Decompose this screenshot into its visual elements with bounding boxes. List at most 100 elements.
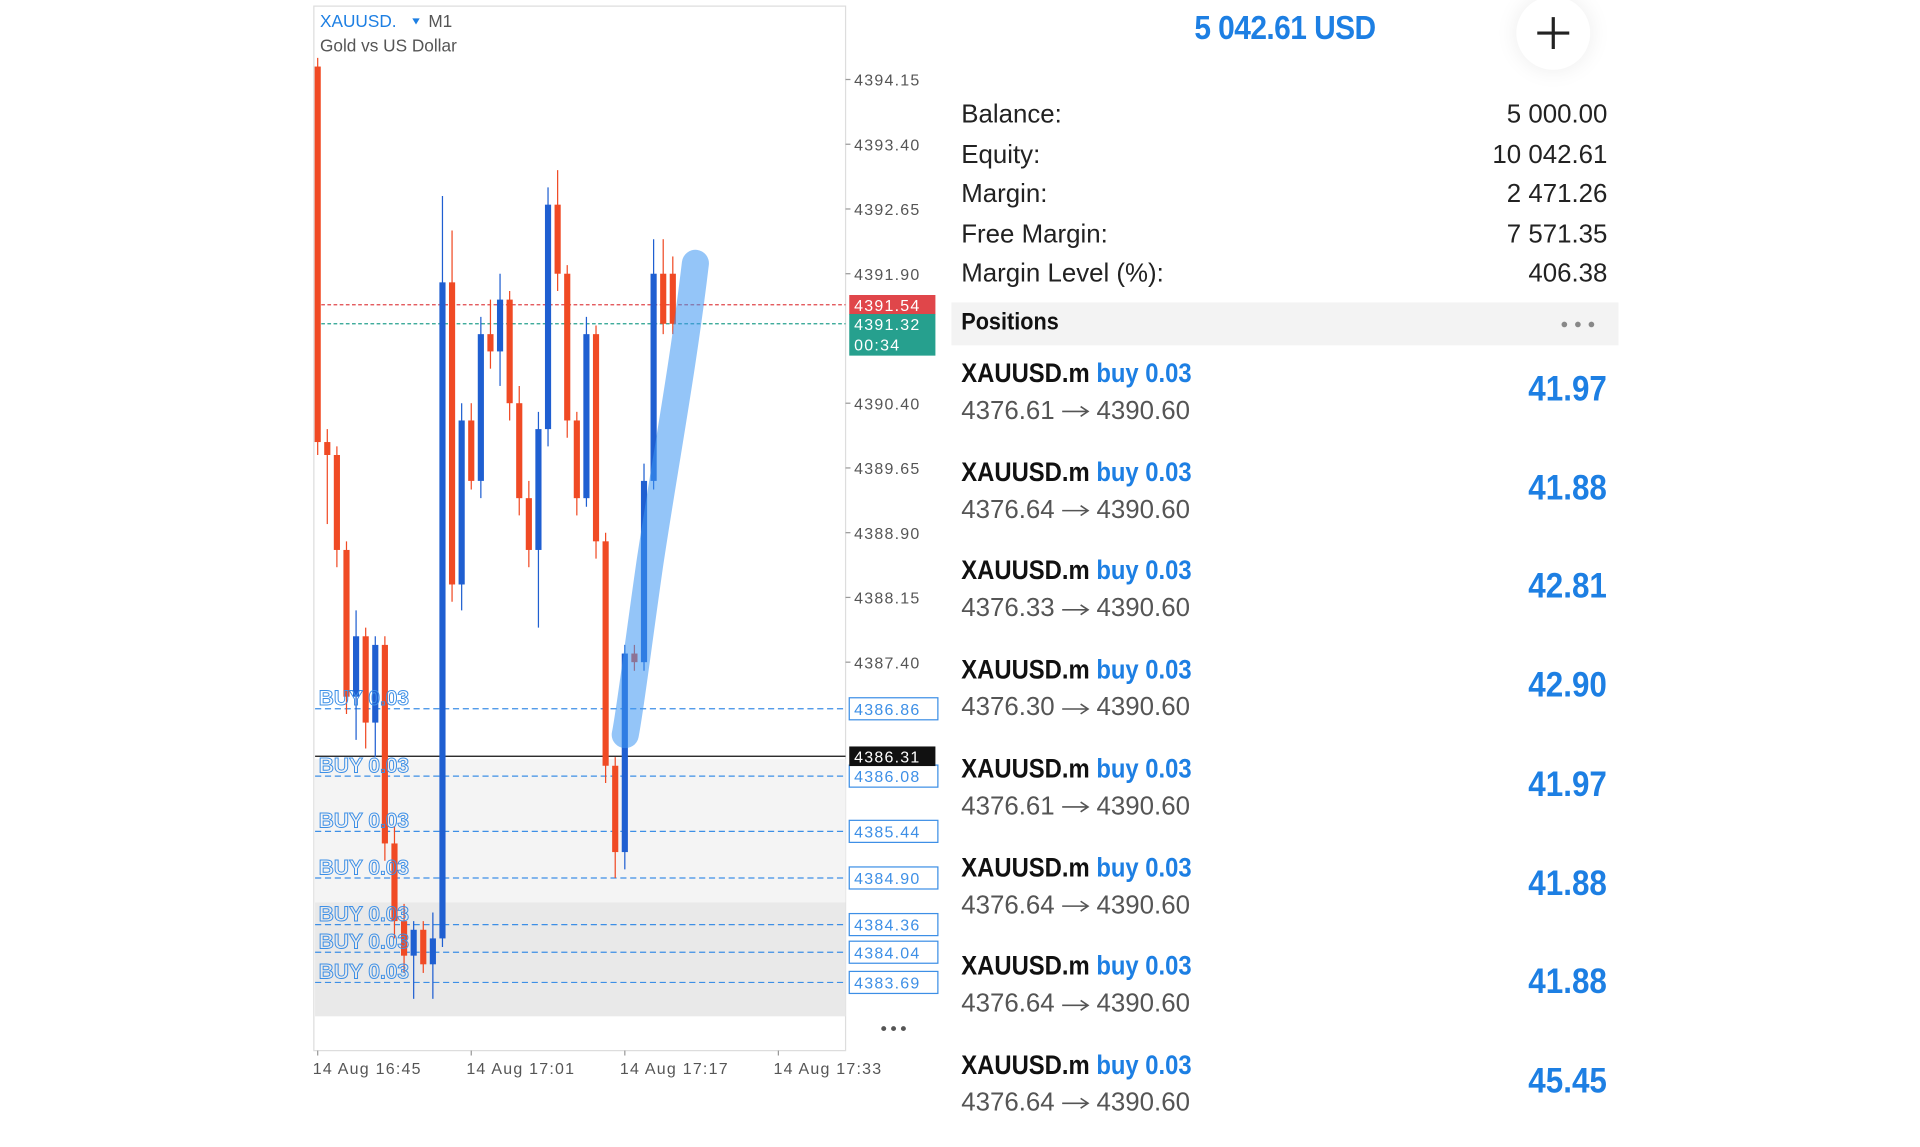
x-tick-label: 14 Aug 16:45: [313, 1061, 422, 1078]
side: buy 0.03: [1096, 950, 1192, 982]
position-label-box: [848, 940, 939, 964]
account-row: Balance: 5 000.00: [961, 100, 1607, 134]
position-symbol: XAUUSD.m buy 0.03: [961, 1049, 1191, 1081]
symbol[interactable]: XAUUSD.: [320, 11, 397, 31]
account-value: 406.38: [1528, 259, 1608, 288]
highlighter-stroke: [611, 249, 709, 749]
open-price: 4376.33: [961, 594, 1055, 623]
candle-body: [621, 653, 628, 853]
account-label: Free Margin:: [961, 219, 1108, 248]
position-prices: 4376.61 4390.60: [961, 792, 1190, 821]
candle-body: [468, 420, 475, 481]
open-price: 4376.61: [961, 396, 1055, 425]
candle-body: [564, 273, 571, 421]
last-label: 4386.31: [854, 749, 920, 766]
order-label: BUY 0.03: [319, 810, 409, 833]
candle-body: [448, 282, 456, 585]
more-icon[interactable]: [881, 1026, 906, 1032]
position-prices: 4376.64 4390.60: [961, 990, 1190, 1019]
order-label: BUY 0.03: [319, 687, 409, 710]
candle-body: [324, 442, 331, 455]
symbol: XAUUSD.m: [961, 851, 1090, 883]
more-icon[interactable]: [1559, 320, 1598, 330]
position-symbol: XAUUSD.m buy 0.03: [961, 654, 1191, 686]
position-row[interactable]: XAUUSD.m buy 0.03 4376.64 4390.60 41.88: [951, 456, 1618, 554]
position-row[interactable]: XAUUSD.m buy 0.03 4376.33 4390.60 42.81: [951, 555, 1618, 653]
timeframe[interactable]: M1: [428, 11, 452, 31]
bid-box: [849, 295, 936, 315]
current-price: 4390.60: [1096, 890, 1190, 919]
candle-body: [612, 765, 619, 853]
position-row[interactable]: XAUUSD.m buy 0.03 4376.61 4390.60 41.97: [951, 358, 1618, 456]
position-label-box: [848, 866, 939, 890]
account-value: 7 571.35: [1506, 219, 1608, 248]
account-panel: 5 042.61 USD Balance: 5 000.00 Equity: 10 0…: [951, 0, 1619, 1117]
account-value: 5 000.00: [1506, 100, 1608, 129]
position-symbol: XAUUSD.m buy 0.03: [961, 358, 1191, 390]
candle-body: [372, 644, 379, 723]
arrow-icon: [1062, 1098, 1090, 1110]
position-prices: 4376.61 4390.60: [961, 397, 1190, 426]
y-tick-label: 4389.65: [854, 461, 920, 478]
dropdown-icon[interactable]: [412, 18, 420, 25]
position-symbol: XAUUSD.m buy 0.03: [961, 950, 1191, 982]
position-label: 4384.90: [854, 871, 920, 888]
candle-body: [439, 282, 446, 939]
y-tick-label: 4391.90: [854, 267, 920, 284]
position-label: 4386.08: [854, 769, 920, 786]
symbol: XAUUSD.m: [961, 357, 1090, 389]
candle-body: [602, 541, 609, 766]
order-label: BUY 0.03: [319, 961, 409, 984]
position-prices: 4376.64 4390.60: [961, 496, 1190, 525]
candle-body: [583, 334, 590, 499]
candle-body: [362, 636, 369, 723]
symbol: XAUUSD.m: [961, 752, 1090, 784]
account-row: Equity: 10 042.61: [961, 140, 1607, 174]
open-price: 4376.64: [961, 890, 1055, 919]
account-label: Balance:: [961, 100, 1062, 129]
profit: 41.97: [1528, 369, 1608, 409]
position-row[interactable]: XAUUSD.m buy 0.03 4376.64 4390.60 41.88: [951, 950, 1618, 1048]
candle-body: [573, 420, 580, 499]
candle-body: [429, 938, 436, 965]
ask-label: 4391.32: [854, 317, 920, 334]
position-row[interactable]: XAUUSD.m buy 0.03 4376.61 4390.60 41.97: [951, 753, 1618, 851]
position-prices: 4376.30 4390.60: [961, 693, 1190, 722]
candle-body: [353, 636, 360, 697]
y-tick-label: 4392.65: [854, 202, 920, 219]
add-button[interactable]: [1516, 0, 1591, 70]
bid-label: 4391.54: [854, 298, 920, 315]
side: buy 0.03: [1096, 752, 1192, 784]
position-prices: 4376.64 4390.60: [961, 891, 1190, 920]
candle-body: [410, 929, 417, 956]
x-tick-label: 14 Aug 17:01: [466, 1061, 575, 1078]
positions-bar: Positions: [951, 302, 1619, 346]
profit: 41.88: [1528, 863, 1608, 904]
position-label: 4386.86: [854, 702, 920, 719]
open-price: 4376.64: [961, 989, 1055, 1018]
candle-body: [554, 204, 561, 274]
symbol: XAUUSD.m: [961, 456, 1090, 487]
open-price: 4376.64: [961, 1088, 1055, 1117]
current-price: 4390.60: [1096, 989, 1190, 1018]
candle-body: [506, 299, 513, 404]
position-symbol: XAUUSD.m buy 0.03: [961, 753, 1191, 785]
account-value: 10 042.61: [1492, 140, 1608, 169]
account-row: Margin: 2 471.26: [961, 180, 1607, 214]
current-price: 4390.60: [1096, 396, 1190, 425]
position-row[interactable]: XAUUSD.m buy 0.03 4376.64 4390.60 41.88: [951, 852, 1618, 950]
side: buy 0.03: [1096, 456, 1192, 487]
position-label-box: [848, 912, 939, 937]
position-row[interactable]: XAUUSD.m buy 0.03 4376.64 4390.60 45.45: [951, 1049, 1618, 1147]
y-tick-label: 4394.15: [854, 73, 920, 90]
description: Gold vs US Dollar: [320, 35, 457, 55]
profit: 45.45: [1528, 1061, 1608, 1101]
candle-body: [381, 644, 388, 844]
symbol: XAUUSD.m: [961, 1049, 1090, 1080]
candle-timer: 00:34: [854, 338, 900, 355]
position-row[interactable]: XAUUSD.m buy 0.03 4376.30 4390.60 42.90: [951, 654, 1618, 752]
current-price: 4390.60: [1096, 495, 1190, 524]
order-label: BUY 0.03: [319, 903, 409, 926]
open-price: 4376.64: [961, 495, 1055, 524]
current-price: 4390.60: [1096, 693, 1190, 722]
